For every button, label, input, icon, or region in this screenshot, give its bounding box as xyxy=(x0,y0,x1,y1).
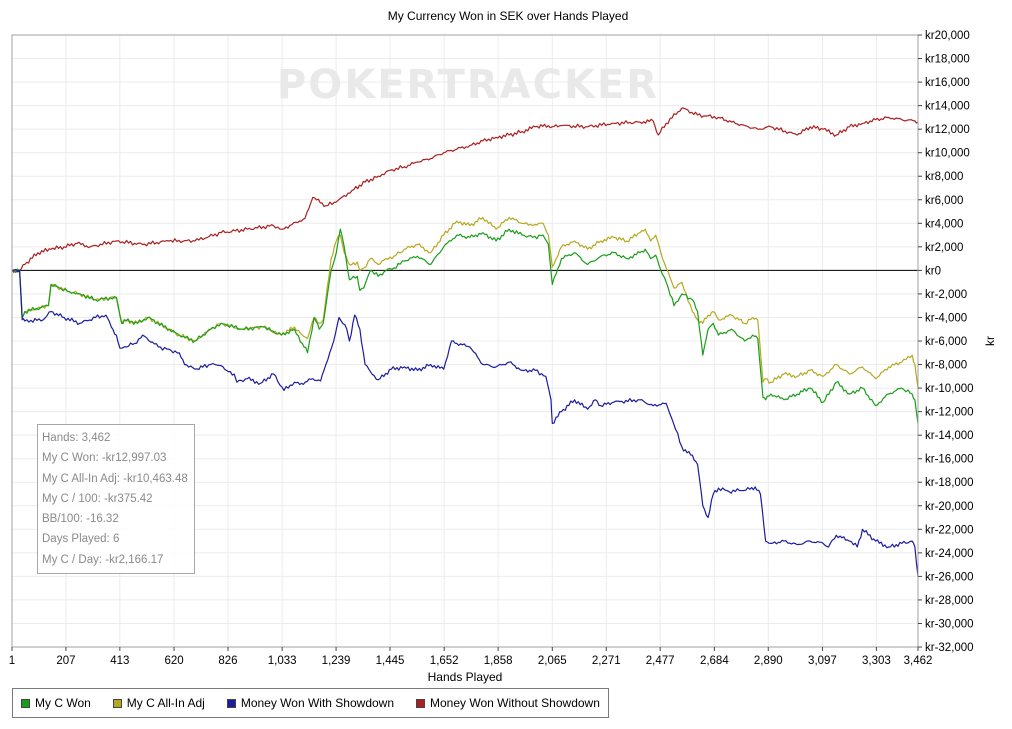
legend-item[interactable]: Money Won With Showdown xyxy=(226,696,395,710)
y-tick-label: kr-12,000 xyxy=(925,407,974,419)
y-tick-label: kr-30,000 xyxy=(925,618,974,630)
legend-label: Money Won Without Showdown xyxy=(430,696,600,710)
x-tick-label: 413 xyxy=(110,655,129,667)
y-tick-label: kr-20,000 xyxy=(925,501,974,513)
series-layer xyxy=(11,107,919,577)
x-tick-label: 1,033 xyxy=(268,655,297,667)
x-tick-label: 207 xyxy=(56,655,75,667)
x-axis-label: Hands Played xyxy=(428,670,503,684)
legend-swatch xyxy=(21,698,30,708)
legend-item[interactable]: My C All-In Adj xyxy=(112,696,205,710)
y-tick-label: kr-26,000 xyxy=(925,571,974,583)
legend-swatch xyxy=(226,698,236,708)
y-tick-label: kr8,000 xyxy=(925,171,963,183)
x-tick-label: 620 xyxy=(164,655,183,667)
y-tick-label: kr-28,000 xyxy=(925,595,974,607)
y-tick-label: kr-18,000 xyxy=(925,477,974,489)
x-tick-label: 2,684 xyxy=(700,655,729,667)
y-tick-label: kr-22,000 xyxy=(925,524,974,536)
legend-label: My C Won xyxy=(35,696,91,710)
x-tick-label: 2,271 xyxy=(592,655,621,667)
y-tick-label: kr-8,000 xyxy=(925,360,967,372)
stat-line: My C / 100: -kr375.42 xyxy=(42,492,153,505)
y-tick-label: kr16,000 xyxy=(925,77,970,89)
x-tick-label: 2,065 xyxy=(538,655,567,667)
x-tick-label: 2,477 xyxy=(646,655,675,667)
y-tick-label: kr14,000 xyxy=(925,101,970,113)
legend-item[interactable]: Money Won Without Showdown xyxy=(416,696,600,710)
x-tick-label: 826 xyxy=(218,655,237,667)
stats-box: Hands: 3,462 My C Won: -kr12,997.03 My C A… xyxy=(37,424,195,574)
x-tick-label: 1,858 xyxy=(484,655,513,667)
y-axis-label: kr xyxy=(983,336,997,346)
series-line-3 xyxy=(11,107,919,273)
x-tick-label: 1,239 xyxy=(322,655,351,667)
y-tick-label: kr18,000 xyxy=(925,54,970,66)
stat-line: My C Won: -kr12,997.03 xyxy=(42,452,167,465)
chart-title: My Currency Won in SEK over Hands Played xyxy=(388,9,629,23)
y-tick-label: kr-6,000 xyxy=(925,336,967,348)
legend-label: Money Won With Showdown xyxy=(240,696,395,710)
legend: My C Won My C All-In Adj Money Won With Sh… xyxy=(12,688,609,718)
stat-line: BB/100: -16.32 xyxy=(42,513,119,526)
legend-label: My C All-In Adj xyxy=(126,696,205,710)
series-line-2 xyxy=(11,268,919,577)
stat-line: Hands: 3,462 xyxy=(42,432,111,444)
stat-line: Days Played: 6 xyxy=(42,533,120,546)
x-tick-label: 3,097 xyxy=(808,655,837,667)
y-tick-label: kr4,000 xyxy=(925,218,963,230)
y-tick-label: kr6,000 xyxy=(925,195,963,207)
y-axis: kr20,000 kr18,000 kr16,000 kr14,000 kr12,000… xyxy=(918,30,974,654)
y-tick-label: kr-2,000 xyxy=(925,289,967,301)
y-tick-label: kr10,000 xyxy=(925,148,970,160)
y-tick-label: kr12,000 xyxy=(925,124,970,136)
x-tick-label: 3,462 xyxy=(904,655,933,667)
series-line-0 xyxy=(11,228,919,424)
watermark-logo: POKERTRACKER xyxy=(277,62,659,108)
legend-swatch xyxy=(112,698,122,708)
y-tick-label: kr2,000 xyxy=(925,242,963,254)
y-tick-label: kr-14,000 xyxy=(925,430,974,442)
x-tick-label: 2,890 xyxy=(754,655,783,667)
legend-item[interactable]: My C Won xyxy=(21,696,91,710)
grid xyxy=(12,35,918,647)
y-tick-label: kr20,000 xyxy=(925,30,970,42)
stat-line: My C / Day: -kr2,166.17 xyxy=(42,553,164,566)
y-tick-label: kr0 xyxy=(925,265,941,277)
y-tick-label: kr-4,000 xyxy=(925,312,967,324)
stat-line: My C All-In Adj: -kr10,463.48 xyxy=(42,472,188,485)
series-line-1 xyxy=(11,216,919,389)
x-tick-label: 3,303 xyxy=(862,655,891,667)
x-axis: 1 207 413 620 826 1,033 1,239 1,445 1,652 1,858 2,… xyxy=(9,647,933,667)
y-tick-label: kr-24,000 xyxy=(925,548,974,560)
x-tick-label: 1,445 xyxy=(376,655,405,667)
y-tick-label: kr-10,000 xyxy=(925,383,974,395)
x-tick-label: 1 xyxy=(9,655,15,667)
y-tick-label: kr-32,000 xyxy=(925,642,974,654)
x-tick-label: 1,652 xyxy=(430,655,459,667)
legend-swatch xyxy=(416,698,426,708)
y-tick-label: kr-16,000 xyxy=(925,454,974,466)
